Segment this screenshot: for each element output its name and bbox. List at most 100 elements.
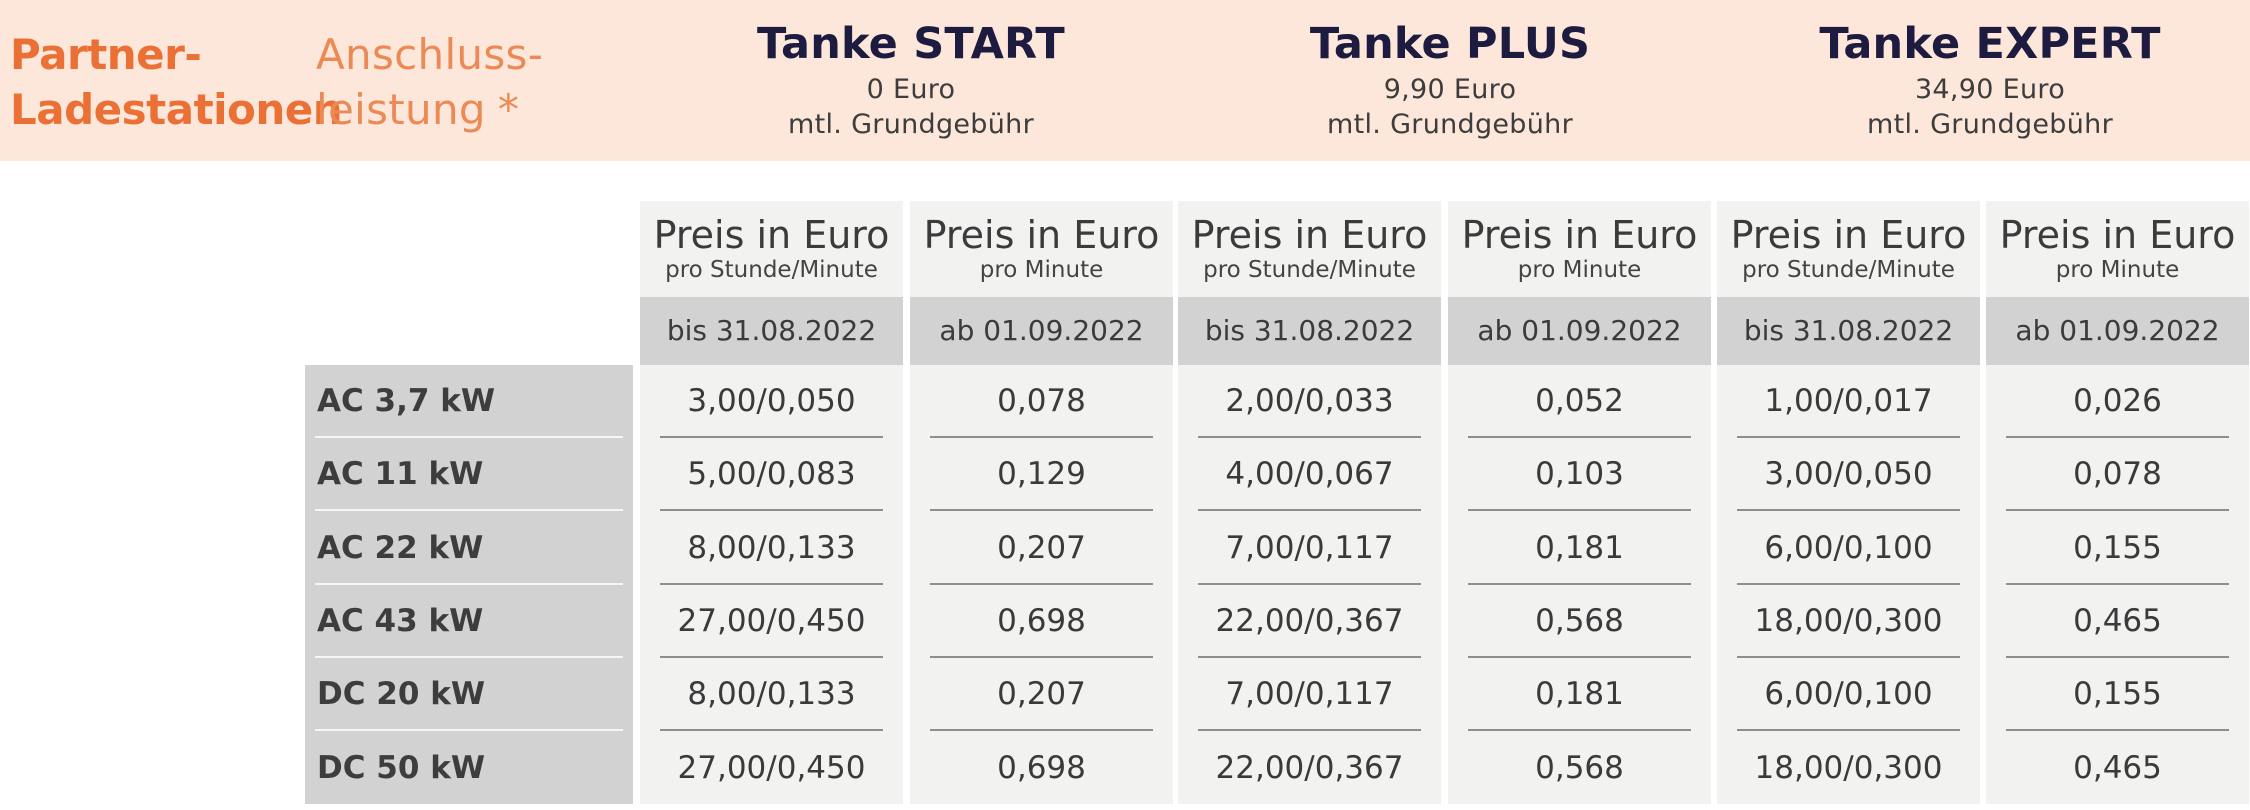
- row-divider: [1468, 729, 1691, 732]
- column-validity-date: bis 31.08.2022: [1717, 297, 1980, 365]
- price-cell: 0,698: [910, 732, 1173, 805]
- row-divider: [1198, 582, 1421, 585]
- price-value: 3,00/0,050: [1764, 456, 1933, 493]
- price-value: 1,00/0,017: [1764, 383, 1933, 419]
- column-subtitle: pro Stunde/Minute: [665, 257, 878, 283]
- price-cell: 0,026: [1986, 365, 2249, 438]
- price-cell: 27,00/0,450: [640, 732, 903, 805]
- price-cell: 3,00/0,050: [1717, 438, 1980, 512]
- price-cell: 7,00/0,117: [1178, 512, 1441, 585]
- row-divider: [2006, 436, 2229, 438]
- price-value: 0,155: [2073, 529, 2162, 566]
- plan-fee-expert: mtl. Grundgebühr: [1867, 109, 2113, 140]
- row-label-dc-20-kw: DC 20 kW: [305, 658, 633, 732]
- column-header: Preis in Euro pro Minute: [1448, 201, 1711, 297]
- footnote-asterisk: *: [497, 85, 520, 134]
- price-cell: 0,155: [1986, 512, 2249, 585]
- price-value: 22,00/0,367: [1215, 602, 1404, 639]
- row-divider: [1737, 655, 1960, 658]
- row-divider: [315, 655, 623, 658]
- price-value: 0,129: [997, 456, 1086, 493]
- row-divider: [1198, 655, 1421, 658]
- row-divider: [930, 436, 1153, 438]
- row-label-text: DC 20 kW: [317, 676, 486, 713]
- price-value: 3,00/0,050: [687, 383, 856, 419]
- price-value: 18,00/0,300: [1754, 602, 1943, 639]
- row-divider: [1737, 509, 1960, 512]
- row-label-ac-11-kw: AC 11 kW: [305, 438, 633, 512]
- price-cell: 1,00/0,017: [1717, 365, 1980, 438]
- row-divider: [660, 729, 883, 732]
- price-cell: 4,00/0,067: [1178, 438, 1441, 512]
- partner-heading-line2: Ladestationen: [10, 85, 343, 134]
- price-cell: 6,00/0,100: [1717, 512, 1980, 585]
- price-cell: 0,052: [1448, 365, 1711, 438]
- row-divider: [1468, 655, 1691, 658]
- price-cell: 0,103: [1448, 438, 1711, 512]
- price-value: 5,00/0,083: [687, 456, 856, 493]
- column-title: Preis in Euro: [923, 213, 1160, 257]
- plan-price-start: 0 Euro: [866, 74, 956, 105]
- price-cell: 27,00/0,450: [640, 585, 903, 658]
- price-cell: 7,00/0,117: [1178, 658, 1441, 732]
- column-title: Preis in Euro: [1999, 213, 2236, 257]
- price-value: 0,207: [997, 676, 1086, 713]
- price-value: 0,052: [1535, 383, 1624, 419]
- price-cell: 2,00/0,033: [1178, 365, 1441, 438]
- price-value: 27,00/0,450: [677, 602, 866, 639]
- plan-header-start: Tanke START 0 Euro mtl. Grundgebühr: [641, 16, 1181, 142]
- column-subtitle: pro Stunde/Minute: [1203, 257, 1416, 283]
- price-value: 0,026: [2073, 383, 2162, 419]
- price-cell: 0,465: [1986, 585, 2249, 658]
- price-value: 6,00/0,100: [1764, 676, 1933, 713]
- column-header: Preis in Euro pro Stunde/Minute: [1717, 201, 1980, 297]
- column-header: Preis in Euro pro Stunde/Minute: [640, 201, 903, 297]
- row-label-text: AC 11 kW: [317, 456, 484, 493]
- row-divider: [315, 509, 623, 512]
- column-validity-date: ab 01.09.2022: [1986, 297, 2249, 365]
- column-validity-date: ab 01.09.2022: [1448, 297, 1711, 365]
- price-column-plus-hour-minute: Preis in Euro pro Stunde/Minute bis 31.08.…: [1178, 201, 1441, 804]
- row-divider: [660, 436, 883, 438]
- price-cell: 22,00/0,367: [1178, 732, 1441, 805]
- row-label-text: DC 50 kW: [317, 749, 486, 786]
- leistung-heading-line2: leistung: [316, 85, 486, 134]
- price-column-expert-minute: Preis in Euro pro Minute ab 01.09.2022 0,02…: [1986, 201, 2249, 804]
- column-validity-date: ab 01.09.2022: [910, 297, 1173, 365]
- column-subtitle: pro Minute: [979, 257, 1104, 283]
- plan-fee-start: mtl. Grundgebühr: [788, 109, 1034, 140]
- price-value: 22,00/0,367: [1215, 749, 1404, 786]
- row-label-ac-43-kw: AC 43 kW: [305, 585, 633, 658]
- row-divider: [1737, 729, 1960, 732]
- row-divider: [2006, 655, 2229, 658]
- plan-name-start: Tanke START: [757, 19, 1065, 69]
- column-validity-date: bis 31.08.2022: [640, 297, 903, 365]
- price-value: 8,00/0,133: [687, 676, 856, 713]
- price-value: 0,698: [997, 749, 1086, 786]
- price-cell: 0,568: [1448, 585, 1711, 658]
- row-divider: [1198, 729, 1421, 732]
- price-cell: 18,00/0,300: [1717, 585, 1980, 658]
- price-value: 0,465: [2073, 602, 2162, 639]
- price-value: 0,207: [997, 529, 1086, 566]
- price-value: 0,698: [997, 602, 1086, 639]
- row-divider: [660, 582, 883, 585]
- price-value: 7,00/0,117: [1225, 529, 1394, 566]
- price-value: 0,568: [1535, 749, 1624, 786]
- column-header: Preis in Euro pro Stunde/Minute: [1178, 201, 1441, 297]
- price-cell: 0,181: [1448, 512, 1711, 585]
- row-divider: [930, 582, 1153, 585]
- column-validity-date: bis 31.08.2022: [1178, 297, 1441, 365]
- price-cell: 0,181: [1448, 658, 1711, 732]
- partner-ladestationen-heading: Partner- Ladestationen: [10, 27, 343, 137]
- price-cell: 0,155: [1986, 658, 2249, 732]
- price-cell: 0,129: [910, 438, 1173, 512]
- plan-header-expert: Tanke EXPERT 34,90 Euro mtl. Grundgebühr: [1720, 16, 2250, 142]
- price-value: 0,103: [1535, 456, 1624, 493]
- price-value: 18,00/0,300: [1754, 749, 1943, 786]
- plan-name-plus: Tanke PLUS: [1309, 19, 1591, 69]
- leistung-heading-line2-wrap: leistung *: [316, 82, 543, 137]
- price-value: 8,00/0,133: [687, 529, 856, 566]
- anschlussleistung-heading: Anschluss- leistung *: [316, 27, 543, 137]
